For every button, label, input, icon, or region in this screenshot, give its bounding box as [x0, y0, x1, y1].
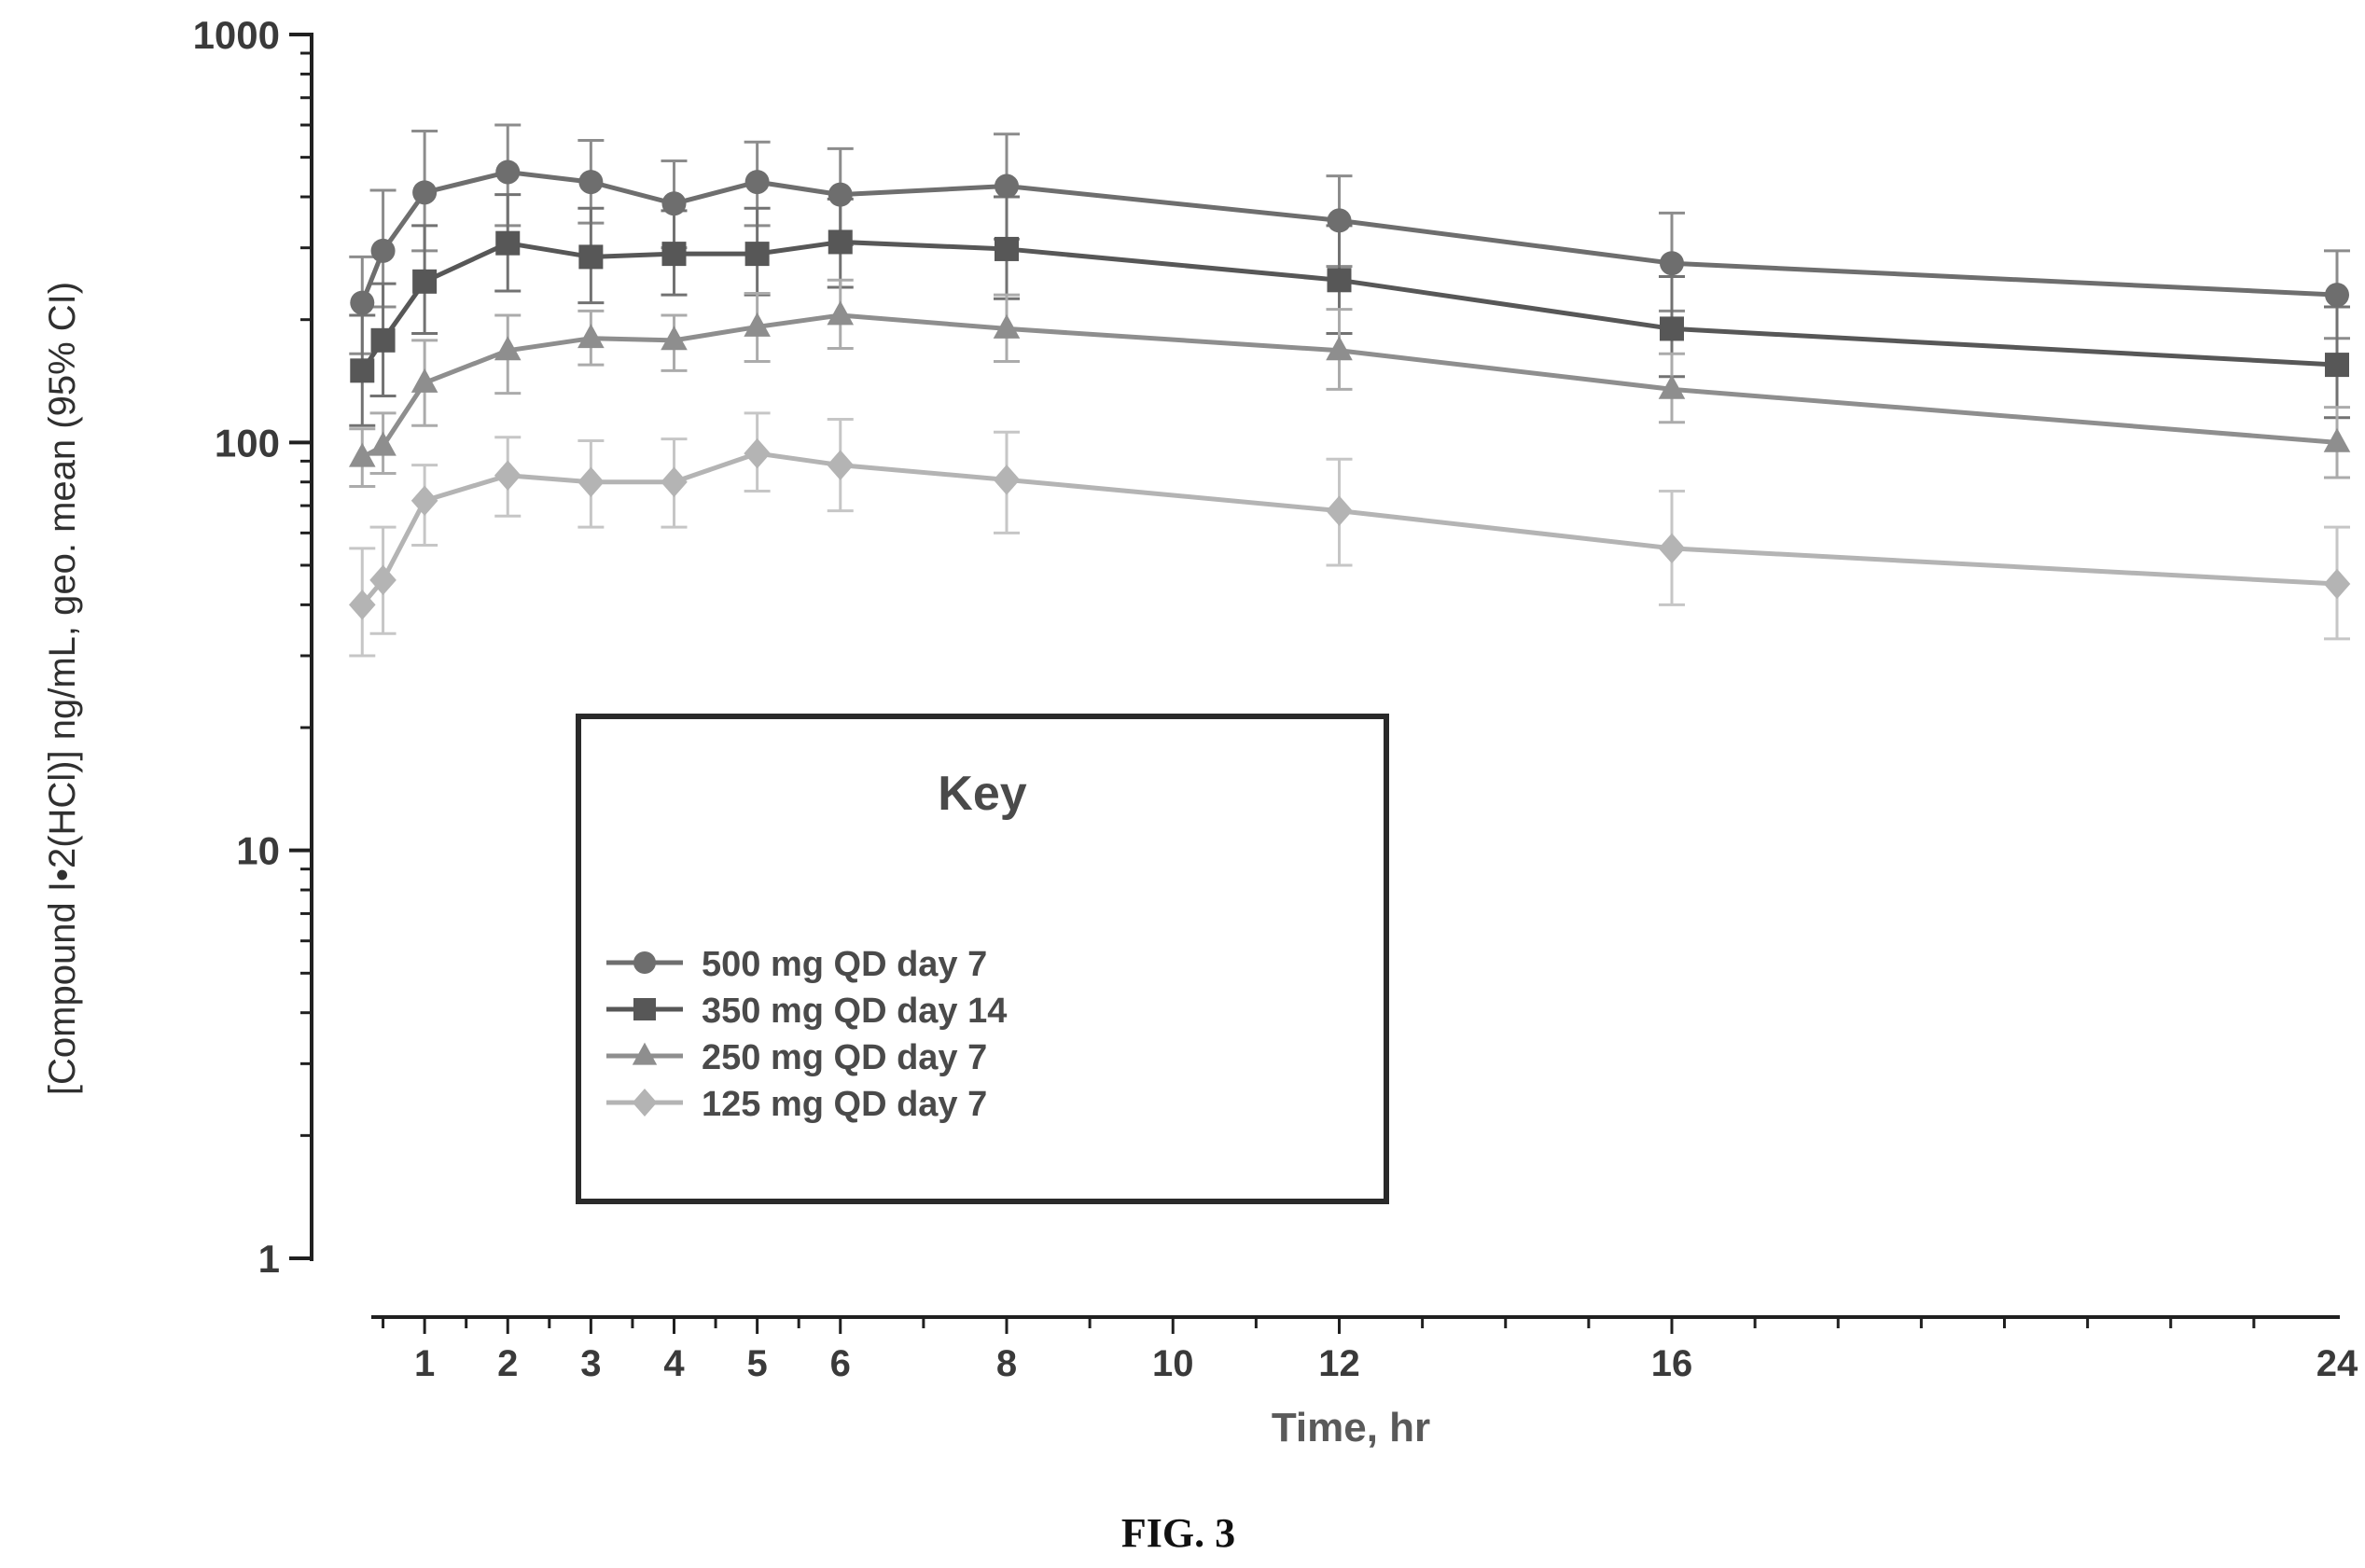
data-point — [370, 327, 396, 353]
data-point — [412, 269, 438, 294]
x-tick-label: 6 — [830, 1343, 851, 1384]
data-point — [828, 182, 853, 207]
legend-marker — [632, 1042, 658, 1065]
x-tick-label: 1 — [414, 1343, 435, 1384]
data-point — [577, 466, 605, 497]
data-point — [2323, 568, 2351, 600]
x-tick-label: 2 — [497, 1343, 518, 1384]
legend-label: 350 mg QD day 14 — [702, 992, 1007, 1031]
data-point — [744, 312, 771, 337]
data-point — [661, 191, 687, 216]
data-point — [1327, 268, 1352, 293]
data-point — [993, 465, 1021, 495]
x-tick-label: 8 — [996, 1343, 1017, 1384]
data-point — [1326, 495, 1353, 526]
x-tick-label: 12 — [1318, 1343, 1360, 1384]
data-point — [1658, 533, 1686, 564]
y-tick-label: 1000 — [193, 13, 280, 57]
x-tick-label: 10 — [1152, 1343, 1194, 1384]
y-tick-label: 1 — [258, 1237, 280, 1281]
x-ticks: 1 2 3 4 5 6 8 10 12 16 24 — [382, 1317, 2358, 1384]
x-tick-label: 3 — [580, 1343, 601, 1384]
data-point — [410, 485, 438, 516]
series-line — [360, 451, 2338, 606]
legend-entry: 350 mg QD day 14 — [606, 992, 1007, 1031]
legend-label: 500 mg QD day 7 — [702, 945, 987, 984]
y-tick-label: 10 — [236, 829, 280, 873]
data-point — [369, 431, 396, 456]
legend-entry: 500 mg QD day 7 — [606, 945, 987, 984]
data-point — [2325, 283, 2349, 308]
data-point — [744, 437, 771, 469]
legend-items: 500 mg QD day 7 350 mg QD day 14 250 mg QD… — [606, 945, 1007, 1124]
data-point — [661, 466, 688, 497]
data-point — [827, 450, 855, 480]
data-point — [995, 173, 1019, 199]
data-point — [1660, 316, 1684, 341]
legend-box: Key 500 mg QD day 7 350 mg QD day 14 250 m… — [576, 714, 1389, 1204]
data-point — [494, 460, 522, 491]
data-point — [412, 180, 438, 205]
data-point — [993, 313, 1021, 339]
data-point — [370, 238, 396, 263]
data-point — [578, 170, 604, 195]
y-ticks: 1 10 100 1000 — [193, 13, 312, 1281]
x-tick-label: 5 — [747, 1343, 768, 1384]
error-bars-layer — [349, 123, 2350, 658]
legend-marker — [633, 951, 656, 974]
data-point — [495, 230, 521, 256]
legend-marker — [632, 1089, 658, 1117]
data-point — [661, 242, 687, 267]
legend-title: Key — [938, 767, 1026, 821]
data-point — [744, 170, 770, 195]
x-axis-label: Time, hr — [1272, 1405, 1430, 1450]
data-point — [1660, 251, 1684, 276]
markers-layer — [348, 160, 2351, 620]
data-point — [828, 229, 853, 255]
data-point — [350, 358, 375, 383]
data-point — [494, 336, 522, 361]
series-line — [361, 312, 2338, 460]
legend-label: 125 mg QD day 7 — [702, 1085, 987, 1124]
x-tick-label: 24 — [2316, 1343, 2358, 1384]
legend-entry: 125 mg QD day 7 — [606, 1085, 987, 1124]
data-point — [577, 324, 605, 349]
x-tick-label: 16 — [1651, 1343, 1693, 1384]
data-point — [744, 242, 770, 267]
data-point — [348, 442, 376, 467]
data-point — [827, 300, 855, 326]
figure-caption: FIG. 3 — [1121, 1510, 1235, 1556]
data-point — [2325, 353, 2349, 378]
data-point — [495, 160, 521, 185]
legend-label: 250 mg QD day 7 — [702, 1038, 987, 1077]
data-point — [369, 564, 396, 596]
data-point — [995, 236, 1019, 261]
x-tick-label: 4 — [663, 1343, 685, 1384]
y-axis-label: [Compound I•2(HCl)] ng/mL, geo. mean (95… — [42, 282, 83, 1095]
data-point — [410, 368, 438, 393]
legend-entry: 250 mg QD day 7 — [606, 1038, 987, 1077]
data-point — [1327, 208, 1352, 233]
data-point — [350, 290, 375, 315]
y-tick-label: 100 — [215, 421, 280, 465]
data-point — [2323, 427, 2351, 452]
data-point — [1658, 374, 1686, 399]
legend-marker — [633, 998, 656, 1020]
data-point — [348, 590, 376, 620]
data-point — [578, 244, 604, 270]
data-point — [661, 326, 688, 351]
data-point — [1326, 336, 1353, 361]
legend-frame — [576, 714, 1389, 1204]
